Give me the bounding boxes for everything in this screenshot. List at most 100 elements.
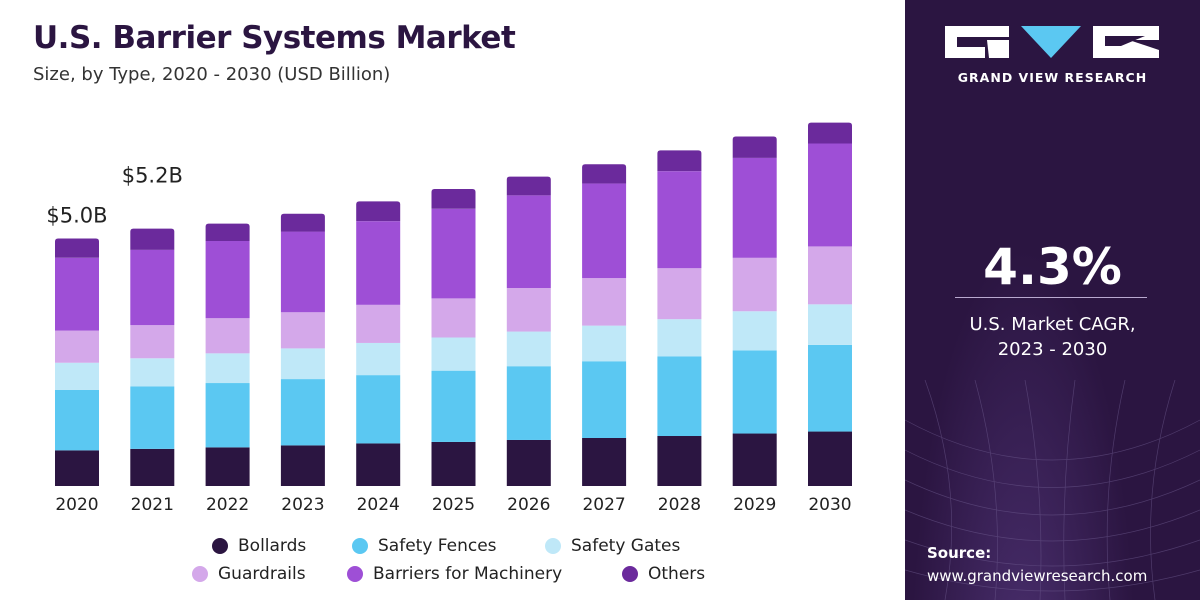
cagr-label-line2: 2023 - 2030 [997, 339, 1108, 360]
bar-segment-guardrails-2023 [280, 312, 325, 349]
chart-title: U.S. Barrier Systems Market [33, 20, 516, 56]
bar-segment-safety-fences-2022 [205, 383, 250, 448]
bar-segment-bollards-2029 [732, 433, 777, 486]
legend-label: Guardrails [218, 564, 306, 584]
legend-label: Bollards [238, 536, 307, 556]
grid-decoration [905, 380, 1200, 600]
legend-label: Safety Gates [571, 536, 681, 556]
data-label-2021: $5.2B [122, 164, 183, 188]
bar-segment-guardrails-2021 [130, 325, 175, 359]
bar-segment-others-2030 [808, 122, 852, 144]
bar-segment-guardrails-2029 [732, 257, 777, 312]
grand-view-research-logo [945, 26, 1159, 58]
data-label-2020: $5.0B [46, 204, 107, 228]
bar-segment-barriers-for-machinery-2024 [356, 221, 401, 305]
bar-segment-safety-gates-2020 [55, 362, 99, 390]
bar-segment-safety-fences-2020 [55, 389, 99, 451]
bar-segment-safety-gates-2025 [431, 337, 476, 371]
x-tick-label-2021: 2021 [131, 495, 174, 515]
cagr-divider [955, 297, 1147, 298]
bar-segment-bollards-2024 [356, 443, 401, 486]
x-tick-label-2030: 2030 [808, 495, 851, 515]
bar-segment-safety-gates-2029 [732, 311, 777, 351]
legend-item-guardrails: Guardrails [192, 564, 306, 584]
bar-segment-bollards-2026 [506, 439, 551, 486]
bar-segment-bollards-2028 [657, 436, 702, 486]
bar-segment-guardrails-2027 [582, 278, 627, 326]
bar-segment-safety-fences-2029 [732, 350, 777, 434]
bar-segment-barriers-for-machinery-2028 [657, 171, 702, 269]
x-tick-label-2029: 2029 [733, 495, 776, 515]
legend-label: Safety Fences [378, 536, 497, 556]
bar-segment-others-2023 [280, 213, 325, 232]
chart-panel: U.S. Barrier Systems Market Size, by Typ… [0, 20, 905, 600]
bar-segment-guardrails-2026 [506, 288, 551, 332]
bar-segment-others-2029 [732, 136, 777, 158]
x-tick-label-2026: 2026 [507, 495, 550, 515]
bar-segment-barriers-for-machinery-2020 [55, 257, 99, 331]
source-title: Source: [927, 544, 992, 562]
legend-swatch [622, 566, 638, 582]
bar-segment-safety-fences-2028 [657, 356, 702, 437]
bar-segment-safety-fences-2025 [431, 370, 476, 442]
bar-segment-barriers-for-machinery-2026 [506, 195, 551, 288]
bar-segment-bollards-2030 [808, 431, 852, 486]
bar-segment-bollards-2023 [280, 445, 325, 486]
x-tick-label-2024: 2024 [357, 495, 400, 515]
bar-segment-others-2026 [506, 176, 551, 196]
legend-item-bollards: Bollards [212, 536, 306, 556]
x-tick-label-2022: 2022 [206, 495, 249, 515]
cagr-value: 4.3% [983, 238, 1122, 296]
bar-segment-barriers-for-machinery-2023 [280, 231, 325, 313]
bar-segment-guardrails-2024 [356, 304, 401, 343]
legend-swatch [352, 538, 368, 554]
bar-segment-others-2020 [55, 238, 99, 258]
x-tick-label-2028: 2028 [658, 495, 701, 515]
legend-label: Barriers for Machinery [373, 564, 563, 584]
x-tick-label-2027: 2027 [582, 495, 625, 515]
bar-segment-barriers-for-machinery-2022 [205, 240, 250, 319]
legend-swatch [347, 566, 363, 582]
x-tick-label-2020: 2020 [55, 495, 98, 515]
bar-segment-bollards-2021 [130, 448, 175, 486]
side-panel: GRAND VIEW RESEARCH 4.3% U.S. Market CAG… [905, 0, 1200, 600]
bar-segment-guardrails-2020 [55, 330, 99, 363]
bar-segment-barriers-for-machinery-2027 [582, 183, 627, 279]
legend-item-barriers-for-machinery: Barriers for Machinery [347, 564, 562, 584]
bar-segment-barriers-for-machinery-2021 [130, 249, 175, 326]
brand-name: GRAND VIEW RESEARCH [957, 70, 1148, 85]
bar-segment-others-2022 [205, 223, 250, 241]
bar-segment-safety-fences-2024 [356, 375, 401, 444]
cagr-label-line1: U.S. Market CAGR, [969, 314, 1136, 335]
source-link[interactable]: www.grandviewresearch.com [927, 567, 1148, 585]
cagr-label: U.S. Market CAGR, 2023 - 2030 [905, 312, 1200, 362]
bar-segment-barriers-for-machinery-2029 [732, 157, 777, 258]
legend-swatch [212, 538, 228, 554]
bar-segment-safety-fences-2023 [280, 379, 325, 446]
bar-segment-safety-gates-2027 [582, 325, 627, 362]
chart-subtitle: Size, by Type, 2020 - 2030 (USD Billion) [33, 64, 391, 85]
bar-segment-safety-gates-2021 [130, 358, 175, 387]
legend-swatch [545, 538, 561, 554]
bar-segment-safety-gates-2023 [280, 348, 325, 380]
bar-segment-safety-gates-2030 [808, 304, 852, 345]
bar-segment-others-2027 [582, 164, 627, 184]
bar-segment-safety-gates-2026 [506, 331, 551, 367]
bar-segment-others-2028 [657, 150, 702, 172]
bar-segment-guardrails-2025 [431, 298, 476, 338]
x-tick-label-2023: 2023 [281, 495, 324, 515]
bar-segment-bollards-2027 [582, 437, 627, 486]
chart-legend: Bollards Safety Fences Safety Gates Guardra… [0, 532, 905, 600]
bar-segment-barriers-for-machinery-2030 [808, 143, 852, 247]
legend-item-others: Others [622, 564, 705, 584]
bar-segment-safety-fences-2030 [808, 344, 852, 432]
bar-segment-others-2021 [130, 228, 175, 250]
bar-segment-bollards-2025 [431, 441, 476, 486]
bar-segment-safety-fences-2026 [506, 366, 551, 440]
bar-segment-guardrails-2028 [657, 268, 702, 320]
legend-item-safety-gates: Safety Gates [545, 536, 680, 556]
bar-segment-safety-fences-2027 [582, 361, 627, 438]
bar-segment-guardrails-2022 [205, 318, 250, 354]
bar-segment-safety-fences-2021 [130, 386, 175, 449]
x-tick-label-2025: 2025 [432, 495, 475, 515]
